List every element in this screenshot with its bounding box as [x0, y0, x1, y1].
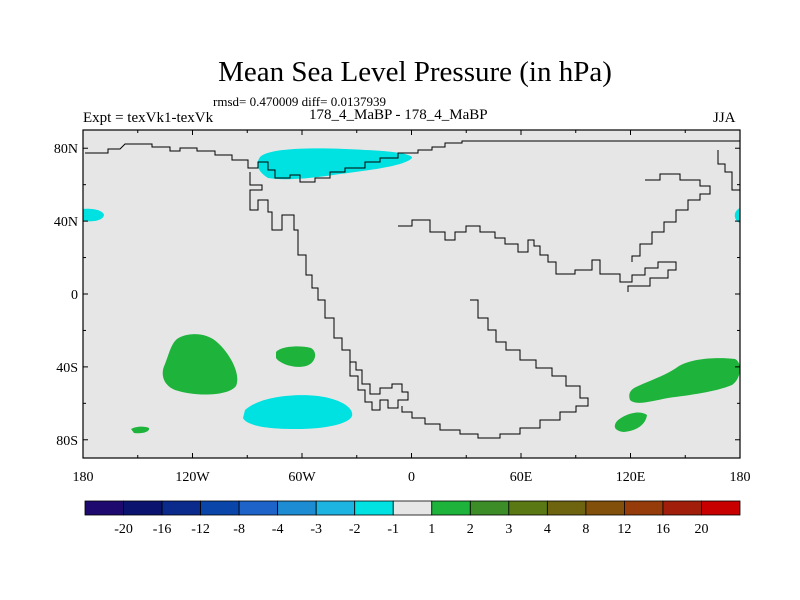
colorbar-swatch	[469, 500, 510, 516]
colorbar-label: 3	[505, 522, 512, 537]
continent-outlines	[85, 140, 740, 439]
colorbar-label: -12	[191, 522, 210, 537]
anomaly-north-atlantic-low-west	[83, 208, 104, 222]
colorbar-swatch	[508, 500, 548, 516]
y-tick-label: 80S	[56, 434, 78, 449]
coastline-americas	[249, 172, 409, 411]
axis-ticks	[82, 130, 741, 458]
x-tick-label: 180	[73, 470, 94, 485]
x-tick-label: 60E	[510, 470, 533, 485]
stats-label: rmsd= 0.470009 diff= 0.0137939	[213, 94, 386, 109]
colorbar-label: 1	[428, 522, 435, 537]
colorbar-label: 4	[544, 522, 551, 537]
season-label: JJA	[713, 110, 736, 126]
anomaly-south-pacific-high	[162, 334, 238, 395]
colorbar-swatch	[277, 500, 317, 516]
colorbar-swatch	[161, 500, 201, 516]
colorbar-swatch	[701, 500, 741, 516]
colorbar-label: 16	[656, 522, 670, 537]
colorbar-label: -20	[114, 522, 133, 537]
colorbar-swatch	[546, 500, 587, 516]
colorbar-swatch	[392, 500, 433, 516]
colorbar: -20 -16 -12 -8 -4 -3 -2 -1 1 2 3 4 8 12 16 20	[84, 500, 741, 537]
colorbar-swatch	[431, 500, 471, 516]
colorbar-swatch	[624, 500, 664, 516]
colorbar-swatch	[354, 500, 394, 516]
anomaly-layer	[83, 148, 740, 434]
anomaly-australia-east-high	[629, 358, 740, 403]
colorbar-label: -4	[272, 522, 284, 537]
colorbar-label: 2	[467, 522, 474, 537]
x-tick-label: 60W	[288, 470, 316, 485]
colorbar-label: -2	[349, 522, 361, 537]
colorbar-swatch	[662, 500, 702, 516]
colorbar-swatch	[84, 500, 124, 516]
x-tick-label: 120E	[616, 470, 646, 485]
colorbar-swatch	[585, 500, 625, 516]
x-tick-label: 0	[408, 470, 415, 485]
plot-background	[83, 130, 740, 458]
colorbar-label: 12	[617, 522, 631, 537]
coastline-africa	[398, 219, 677, 292]
coastline-south	[401, 299, 589, 439]
colorbar-label: 20	[694, 522, 708, 537]
experiment-label: Expt = texVk1-texVk	[83, 110, 214, 126]
colorbar-swatch	[238, 500, 279, 516]
colorbar-swatch	[315, 500, 356, 516]
y-tick-label: 40N	[54, 215, 78, 230]
anomaly-southern-ocean-low	[243, 395, 353, 429]
anomaly-north-pacific-low-east	[734, 208, 740, 223]
colorbar-label: -8	[233, 522, 245, 537]
anomaly-small-antarctic-high	[614, 412, 647, 432]
colorbar-swatch	[200, 500, 240, 516]
chart-title: Mean Sea Level Pressure (in hPa)	[218, 56, 612, 88]
anomaly-south-atlantic-high	[276, 346, 316, 367]
colorbar-swatch	[123, 500, 163, 516]
case-label: 178_4_MaBP - 178_4_MaBP	[309, 107, 488, 123]
y-tick-label: 0	[71, 288, 78, 303]
colorbar-label: -16	[153, 522, 172, 537]
axis-tick-labels: 180 120W 60W 0 60E 120E 180 80N 40N 0 40S 80S	[54, 142, 751, 485]
y-tick-label: 80N	[54, 142, 78, 157]
coastline-north	[85, 140, 740, 183]
colorbar-label: -3	[310, 522, 322, 537]
y-tick-label: 40S	[56, 361, 78, 376]
x-tick-label: 120W	[175, 470, 210, 485]
colorbar-label: 8	[582, 522, 589, 537]
anomaly-arctic-low	[257, 148, 413, 180]
coastline-east	[631, 150, 740, 262]
colorbar-label: -1	[387, 522, 399, 537]
x-tick-label: 180	[730, 470, 751, 485]
anomaly-small-southern-high	[131, 426, 150, 434]
